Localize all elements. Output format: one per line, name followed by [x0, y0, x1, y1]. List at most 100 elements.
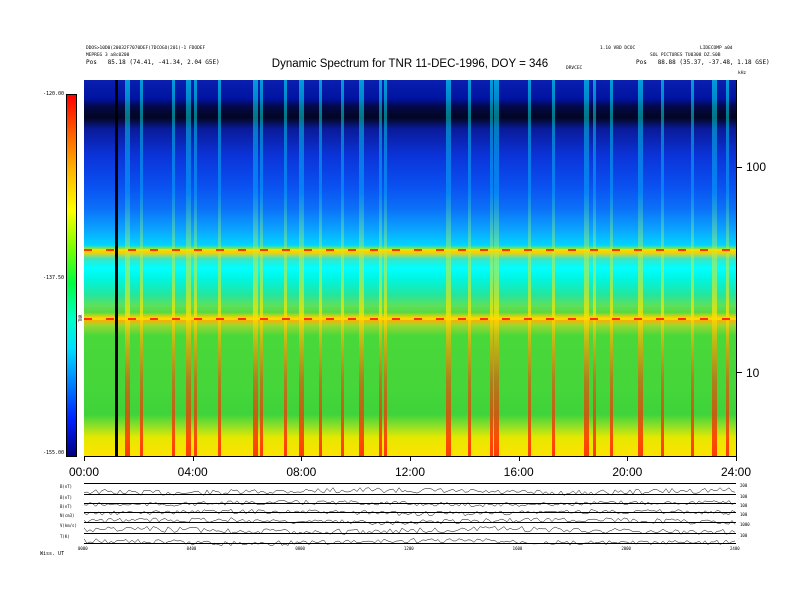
x-tick	[84, 457, 85, 461]
lower-x-tick-label: 2400	[730, 546, 740, 551]
y-tick-10	[736, 372, 742, 373]
panel-trace	[83, 487, 736, 496]
header-left-pos-label: Pos	[86, 59, 97, 66]
panel-label: T(K)	[60, 534, 70, 539]
panel-trace-svg	[83, 508, 736, 517]
y-axis-line	[736, 80, 737, 457]
panel-trace-svg	[83, 487, 736, 496]
header-center-small: DRVCEC	[566, 66, 583, 71]
burst-streak	[340, 80, 344, 456]
burst-streak	[711, 80, 717, 456]
burst-streak	[298, 80, 304, 456]
burst-streak	[552, 80, 556, 456]
lower-x-tick-label: 0800	[295, 546, 305, 551]
burst-streak	[584, 80, 590, 456]
header-right-pos-value: 88.88 (35.37, -37.48, 1.18 GSE)	[657, 59, 770, 66]
header-left-line2: MEPREG 3 a8c0200	[86, 53, 130, 58]
header-left-pos-value: 85.18 (74.41, -41.34, 2.04 G5E)	[107, 59, 220, 66]
panel-right-tick: 100	[740, 503, 748, 508]
colorbar-tick-bottom: -155.00	[43, 450, 65, 456]
panel-label: B(nT)	[60, 484, 73, 489]
panel-label: N(cm3)	[60, 513, 75, 518]
burst-streak	[593, 80, 597, 456]
lower-panels-bottom	[84, 543, 736, 544]
lower-x-tick-label: 1600	[512, 546, 523, 551]
burst-streak	[358, 80, 364, 456]
burst-streak	[384, 80, 388, 456]
burst-streak	[139, 80, 143, 456]
burst-streak	[490, 80, 493, 456]
data-gap-line	[115, 80, 118, 456]
burst-streak	[494, 80, 500, 456]
y-tick-label-100: 100	[746, 160, 767, 174]
lower-emission-band	[84, 317, 736, 320]
burst-streak	[124, 80, 130, 456]
y-unit-label: kHz	[738, 71, 747, 76]
header-right-line1: 1.10 VBD DCOC	[600, 46, 636, 51]
lower-x-tick-label: 0400	[186, 546, 197, 551]
x-tick	[410, 457, 411, 461]
colorbar-label: TNR	[78, 314, 83, 322]
burst-streak	[193, 80, 197, 456]
lower-panel	[83, 533, 736, 546]
burst-streak	[638, 80, 644, 456]
lower-x-tick-label: 1200	[404, 546, 414, 551]
header-left-pos: Pos 85.18 (74.41, -41.34, 2.04 G5E)	[86, 59, 220, 66]
x-tick-label: 08:00	[286, 465, 317, 479]
lower-panel	[83, 522, 736, 535]
panel-label: B(nT)	[60, 495, 73, 500]
burst-streak	[528, 80, 532, 456]
panel-right-tick: 100	[740, 512, 748, 517]
header-right-line2: LIDECOMP a0d	[700, 46, 733, 51]
burst-streak	[283, 80, 287, 456]
upper-emission-band	[84, 249, 736, 252]
panel-right-tick: 100	[740, 494, 748, 499]
burst-streak	[218, 80, 222, 456]
panel-trace	[83, 538, 736, 546]
colorbar	[66, 94, 77, 457]
colorbar-tick-top: -120.00	[43, 91, 65, 97]
x-axis-line	[84, 456, 736, 457]
x-tick-label: 00:00	[69, 465, 100, 479]
lower-x-tick-label: 0000	[78, 546, 88, 551]
x-tick	[301, 457, 303, 461]
burst-streak	[726, 80, 730, 456]
x-tick-label: 24:00	[721, 465, 752, 479]
panel-trace-svg	[83, 538, 736, 546]
burst-streak	[691, 80, 695, 456]
header-right-line3: SOL PICTURES TU0308 DZ.S0B	[650, 53, 721, 58]
lower-panel	[83, 503, 736, 517]
x-tick	[518, 457, 520, 461]
burst-streak	[186, 80, 192, 456]
y-tick-label-10: 10	[746, 366, 760, 380]
panel-label: V(km/s)	[60, 523, 77, 528]
burst-streak	[661, 80, 665, 456]
x-tick-label: 16:00	[503, 465, 534, 479]
header-right-pos: Pos 88.88 (35.37, -37.48, 1.18 GSE)	[636, 59, 770, 66]
lower-panel	[83, 483, 736, 496]
panel-trace	[83, 526, 736, 535]
panel-trace-svg	[83, 526, 736, 535]
burst-streak	[445, 80, 451, 456]
burst-streak	[378, 80, 382, 456]
burst-streak	[252, 80, 258, 456]
x-tick-label: 04:00	[177, 465, 208, 479]
burst-streak	[609, 80, 613, 456]
header-left-line1: DDOS>10D0(20032F7070DEF(7DCOGO(201)-1 FD…	[86, 46, 206, 51]
x-tick	[736, 457, 737, 461]
x-tick	[192, 457, 194, 461]
x-tick	[627, 457, 629, 461]
panel-label: B(nT)	[60, 504, 73, 509]
panel-right-tick: 100	[740, 533, 748, 538]
lower-x-tick-label: 2000	[621, 546, 631, 551]
x-tick-label: 20:00	[612, 465, 643, 479]
header-right-pos-label: Pos	[636, 59, 647, 66]
chart-title: Dynamic Spectrum for TNR 11-DEC-1996, DO…	[271, 58, 549, 70]
burst-streak	[172, 80, 176, 456]
burst-streak	[318, 80, 322, 456]
x-tick-label: 12:00	[395, 465, 426, 479]
panel-trace	[83, 508, 736, 517]
panel-right-tick: 1000	[740, 522, 750, 527]
footer-label: Wiss. UT	[40, 551, 65, 557]
spectrogram-plot	[84, 80, 736, 456]
